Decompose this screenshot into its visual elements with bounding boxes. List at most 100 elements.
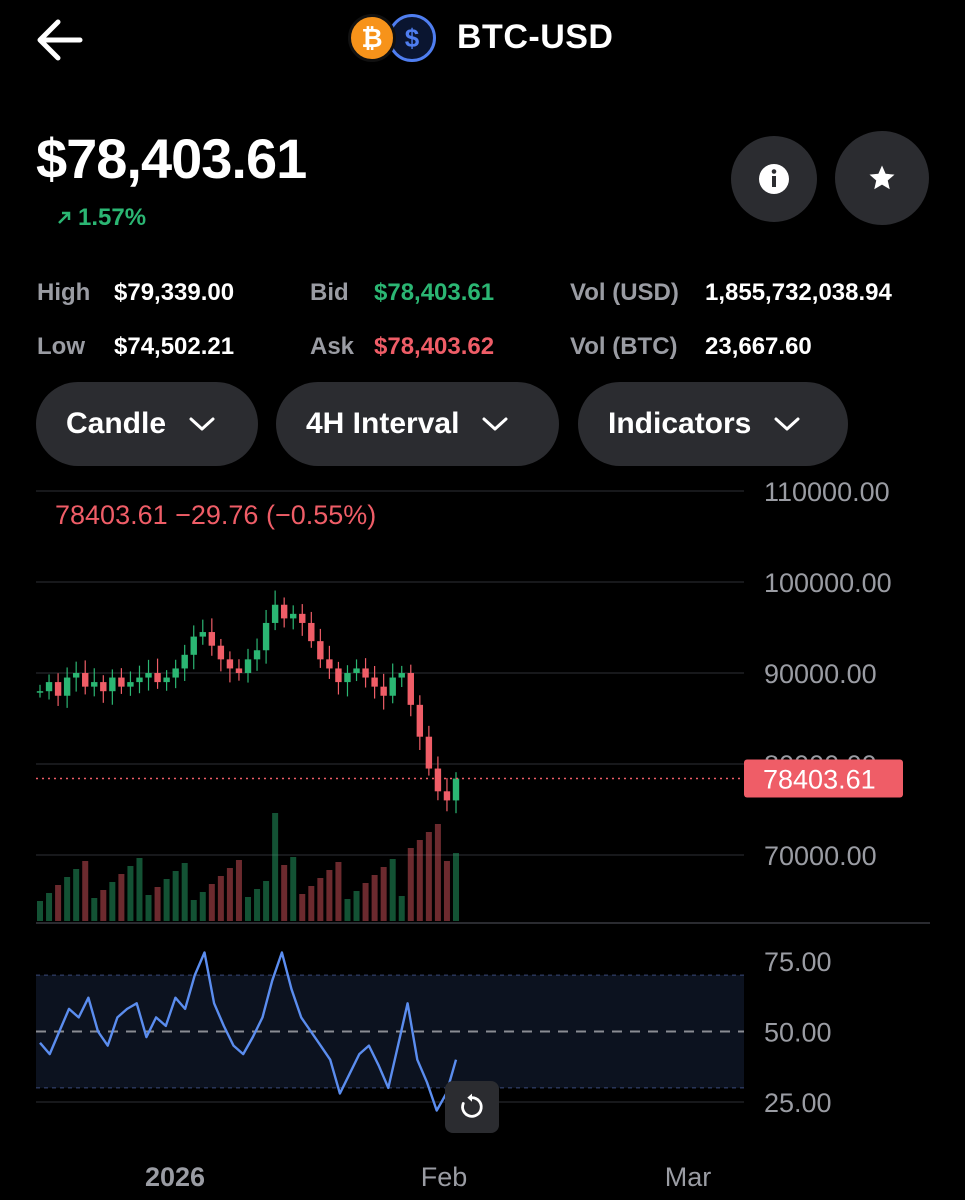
volume-bar bbox=[371, 875, 378, 921]
volume-bar bbox=[380, 867, 387, 921]
rsi-axis-label: 25.00 bbox=[764, 1088, 832, 1118]
volume-bar bbox=[163, 879, 170, 921]
vol-usd-label: Vol (USD) bbox=[570, 279, 679, 306]
candle bbox=[199, 632, 206, 637]
chevron-down-icon bbox=[189, 417, 215, 431]
rsi-axis-label: 75.00 bbox=[764, 947, 832, 977]
pair-title: BTC-USD bbox=[457, 18, 614, 56]
volume-bar bbox=[100, 890, 107, 921]
candle bbox=[172, 668, 179, 678]
candle bbox=[452, 778, 460, 801]
candle bbox=[253, 650, 261, 660]
volume-bar bbox=[109, 882, 116, 921]
volume-bar bbox=[416, 840, 423, 921]
volume-bar bbox=[217, 876, 224, 921]
volume-bar bbox=[245, 897, 251, 921]
reset-zoom-button[interactable] bbox=[445, 1081, 499, 1133]
volume-bar bbox=[145, 895, 152, 921]
price-change-value: 1.57% bbox=[78, 204, 147, 231]
candle bbox=[190, 636, 197, 655]
volume-bar bbox=[154, 887, 161, 921]
high-value: $79,339.00 bbox=[114, 279, 235, 306]
volume-bar bbox=[199, 892, 206, 921]
volume-bar bbox=[181, 863, 188, 921]
back-button[interactable] bbox=[30, 14, 94, 66]
volume-bar bbox=[425, 832, 432, 921]
volume-bar bbox=[362, 883, 369, 921]
info-button[interactable] bbox=[731, 136, 817, 222]
volume-bar bbox=[281, 865, 288, 921]
candle bbox=[226, 659, 234, 669]
low-value: $74,502.21 bbox=[114, 333, 235, 360]
volume-bar bbox=[64, 877, 71, 921]
x-axis-label: Feb bbox=[421, 1162, 468, 1192]
candle bbox=[136, 677, 143, 683]
refresh-icon bbox=[461, 1093, 483, 1118]
price-axis-label: 110000.00 bbox=[764, 477, 890, 507]
volume-bar bbox=[82, 861, 89, 921]
candle bbox=[208, 632, 216, 646]
arrow-left-icon bbox=[37, 19, 83, 61]
volume-bar bbox=[344, 899, 351, 921]
candle bbox=[280, 604, 288, 619]
volume-bar bbox=[263, 881, 270, 921]
interval-dropdown[interactable]: 4H Interval bbox=[276, 382, 559, 466]
current-price: $78,403.61 bbox=[36, 127, 307, 190]
x-axis-label: Mar bbox=[665, 1162, 712, 1192]
candle bbox=[443, 791, 451, 801]
rsi-axis-label: 50.00 bbox=[764, 1018, 832, 1048]
candle bbox=[344, 673, 351, 683]
price-axis-label: 100000.00 bbox=[764, 568, 892, 598]
volume-bar bbox=[190, 900, 197, 921]
candle bbox=[271, 604, 279, 623]
price-chart[interactable]: 110000.00100000.0090000.0080000.0070000.… bbox=[0, 470, 965, 1200]
rsi-line bbox=[39, 951, 458, 1112]
candle bbox=[389, 677, 396, 696]
volume-bar bbox=[208, 884, 215, 921]
volume-bar bbox=[453, 853, 459, 921]
chart-type-dropdown[interactable]: Candle bbox=[36, 382, 258, 466]
bitcoin-icon: ₿ bbox=[348, 14, 396, 62]
star-icon bbox=[869, 165, 895, 190]
arrow-up-right-icon bbox=[58, 211, 71, 224]
candle bbox=[72, 673, 80, 678]
low-label: Low bbox=[37, 333, 85, 360]
candle bbox=[380, 686, 387, 696]
volume-bar bbox=[73, 869, 80, 921]
candle bbox=[91, 682, 98, 687]
vol-usd-value: 1,855,732,038.94 bbox=[705, 279, 892, 306]
candle bbox=[127, 682, 134, 687]
high-label: High bbox=[37, 279, 91, 306]
volume-bar bbox=[335, 862, 342, 921]
indicators-label: Indicators bbox=[608, 407, 752, 440]
volume-bar bbox=[46, 893, 53, 921]
info-icon bbox=[759, 164, 789, 194]
volume-bar bbox=[290, 857, 297, 921]
volume-bar bbox=[407, 848, 414, 921]
candle bbox=[290, 613, 297, 619]
candle bbox=[217, 645, 225, 660]
candle bbox=[371, 677, 378, 687]
volume-bar bbox=[389, 859, 396, 921]
last-price-label: 78403.61 bbox=[763, 765, 876, 795]
candle bbox=[353, 668, 360, 673]
candle bbox=[425, 736, 433, 769]
indicators-dropdown[interactable]: Indicators bbox=[578, 382, 848, 466]
candle bbox=[163, 677, 170, 683]
candle bbox=[335, 668, 342, 683]
favorite-button[interactable] bbox=[835, 131, 929, 225]
volume-bar bbox=[55, 885, 62, 921]
chevron-down-icon bbox=[774, 417, 800, 431]
volume-bar bbox=[226, 868, 233, 921]
volume-bar bbox=[235, 860, 242, 921]
volume-bar bbox=[91, 898, 98, 921]
ask-label: Ask bbox=[310, 333, 355, 360]
candle bbox=[317, 641, 324, 660]
volume-bar bbox=[172, 871, 179, 921]
candle bbox=[63, 677, 71, 696]
chart-type-label: Candle bbox=[66, 407, 167, 440]
candle bbox=[308, 622, 315, 642]
candle bbox=[416, 704, 424, 737]
candle bbox=[109, 677, 116, 692]
candle bbox=[299, 613, 306, 623]
